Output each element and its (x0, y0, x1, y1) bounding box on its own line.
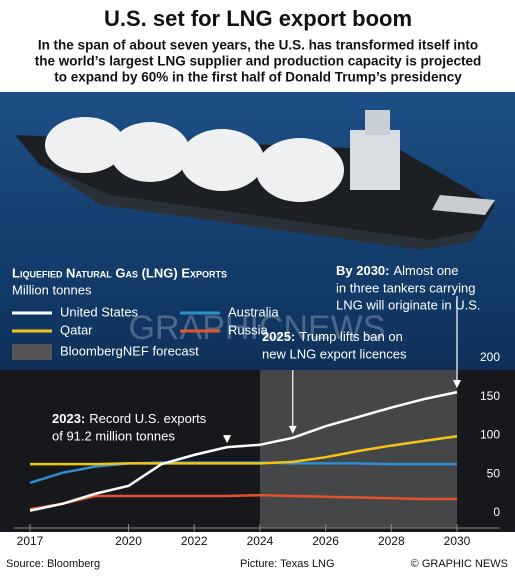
chart-title: Liquefied Natural Gas (LNG) Exports (12, 265, 227, 280)
x-tick-label: 2030 (444, 534, 471, 548)
x-tick-label: 2028 (378, 534, 405, 548)
y-label: Million tonnes (12, 282, 92, 297)
x-tick-label: 2026 (312, 534, 339, 548)
annotation-bold: By 2030: (336, 263, 389, 278)
annotation: in three tankers carrying (336, 280, 475, 295)
series-line (29, 390, 458, 512)
annotation-text: Almost one (393, 263, 458, 278)
subtitle: to expand by 60% in the first half of Do… (54, 70, 462, 85)
legend-label: Australia (228, 304, 279, 319)
forecast-band (259, 370, 457, 528)
x-tick-label: 2022 (181, 534, 208, 548)
series-line (30, 435, 458, 466)
footer-picture: Picture: Texas LNG (240, 558, 335, 570)
annotation: 2025: Trump lifts ban on (262, 329, 403, 344)
x-tick-label: 2017 (17, 534, 44, 548)
annotation-bold: 2023: (52, 411, 85, 426)
watermark: GRAPHICNEWS (129, 309, 386, 347)
legend-swatch (12, 344, 52, 360)
ship (15, 110, 495, 250)
annotation-text: Trump lifts ban on (299, 329, 403, 344)
arrowhead (223, 435, 232, 444)
legend-label: Qatar (60, 322, 93, 337)
y-tick-label: 50 (487, 466, 501, 480)
arrowhead (288, 425, 297, 434)
annotation: By 2030: Almost one (336, 263, 459, 278)
arrowhead (453, 380, 461, 389)
series-line (29, 493, 457, 511)
footer-credit: © GRAPHIC NEWS (411, 558, 508, 570)
annotation: new LNG export licences (262, 346, 407, 361)
y-tick-label: 200 (480, 350, 500, 364)
title: U.S. set for LNG export boom (104, 6, 412, 31)
footer-source: Source: Bloomberg (6, 558, 100, 570)
y-tick-label: 0 (493, 505, 500, 519)
legend-label: BloombergNEF forecast (60, 343, 199, 358)
annotation: LNG will originate in U.S. (336, 297, 481, 312)
y-tick-label: 150 (480, 389, 500, 403)
annotation-text: Record U.S. exports (89, 411, 207, 426)
x-tick-label: 2024 (247, 534, 274, 548)
legend-label: Russia (228, 322, 269, 337)
annotation-bold: 2025: (262, 329, 295, 344)
y-tick-label: 100 (480, 428, 500, 442)
subtitle: the world’s largest LNG supplier and pro… (35, 54, 482, 69)
x-tick-label: 2020 (115, 534, 142, 548)
subtitle: In the span of about seven years, the U.… (38, 38, 478, 53)
legend-label: United States (60, 304, 139, 319)
annotation: of 91.2 million tonnes (52, 428, 175, 443)
annotation: 2023: Record U.S. exports (52, 411, 207, 426)
